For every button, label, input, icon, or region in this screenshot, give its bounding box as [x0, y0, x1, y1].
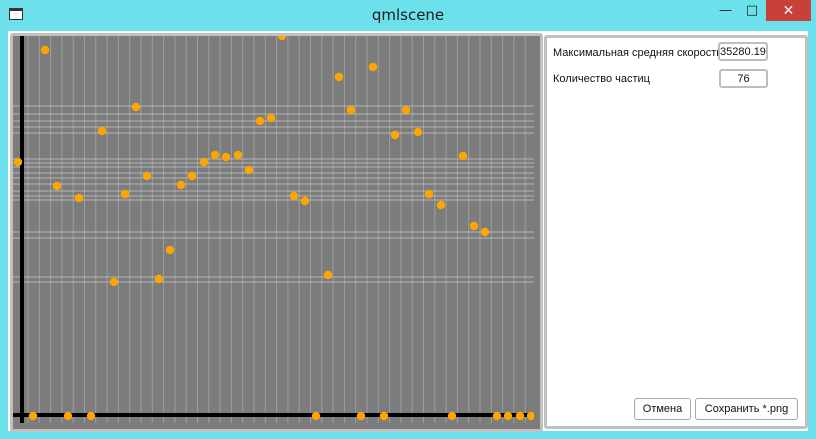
particle-dot	[356, 411, 366, 421]
particle-plot	[13, 36, 534, 423]
particle-dot	[447, 411, 457, 421]
particle-dot	[40, 45, 50, 55]
minimize-icon[interactable]: —	[719, 3, 732, 18]
particle-dot	[52, 181, 62, 191]
particle-dot	[97, 126, 107, 136]
title-bar[interactable]: qmlscene — □ ✕	[0, 0, 816, 31]
client-area: Максимальная средняя скорость 35280.19 К…	[8, 31, 808, 432]
particle-dot	[390, 130, 400, 140]
particle-dot	[346, 105, 356, 115]
particle-dot	[480, 227, 490, 237]
close-icon[interactable]: ✕	[766, 0, 811, 21]
cancel-button[interactable]: Отмена	[634, 398, 691, 420]
particle-dot	[154, 274, 164, 284]
particle-dot	[63, 411, 73, 421]
max-speed-label: Максимальная средняя скорость	[553, 47, 723, 59]
particle-dot	[210, 150, 220, 160]
particle-dot	[300, 196, 310, 206]
particle-dot	[424, 189, 434, 199]
particle-dot	[221, 152, 231, 162]
vertical-grid-lines	[27, 36, 526, 423]
particle-dot	[334, 72, 344, 82]
particle-count-field[interactable]: 76	[719, 69, 768, 88]
particle-dot	[244, 165, 254, 175]
particle-count-label: Количество частиц	[553, 73, 650, 85]
particles	[13, 36, 534, 421]
particle-dot	[187, 171, 197, 181]
particle-dot	[413, 127, 423, 137]
x-axis	[13, 413, 534, 417]
horizontal-grid-lines	[13, 105, 534, 283]
particle-dot	[165, 245, 175, 255]
particle-dot	[131, 102, 141, 112]
particle-dot	[255, 116, 265, 126]
particle-canvas	[10, 33, 543, 432]
particle-dot	[86, 411, 96, 421]
y-axis	[20, 36, 24, 423]
settings-panel: Максимальная средняя скорость 35280.19 К…	[544, 35, 808, 429]
particle-dot	[458, 151, 468, 161]
particle-dot	[323, 270, 333, 280]
particle-dot	[28, 411, 38, 421]
particle-dot	[492, 411, 502, 421]
particle-dot	[379, 411, 389, 421]
particle-dot	[526, 411, 534, 421]
particle-dot	[109, 277, 119, 287]
particle-dot	[515, 411, 525, 421]
particle-dot	[266, 113, 276, 123]
max-speed-field[interactable]: 35280.19	[718, 42, 768, 61]
particle-dot	[503, 411, 513, 421]
save-png-button[interactable]: Сохранить *.png	[695, 398, 798, 420]
particle-dot	[199, 157, 209, 167]
particle-dot	[233, 150, 243, 160]
particle-dot	[368, 62, 378, 72]
particle-dot	[469, 221, 479, 231]
app-window-icon	[9, 8, 23, 20]
particle-dot	[436, 200, 446, 210]
particle-dot	[120, 189, 130, 199]
particle-dot	[74, 193, 84, 203]
particle-dot	[289, 191, 299, 201]
particle-dot	[401, 105, 411, 115]
particle-dot	[277, 36, 287, 41]
particle-dot	[311, 411, 321, 421]
window-title: qmlscene	[371, 6, 445, 24]
particle-dot	[13, 157, 23, 167]
particle-dot	[176, 180, 186, 190]
maximize-icon[interactable]: □	[745, 3, 759, 18]
particle-dot	[142, 171, 152, 181]
